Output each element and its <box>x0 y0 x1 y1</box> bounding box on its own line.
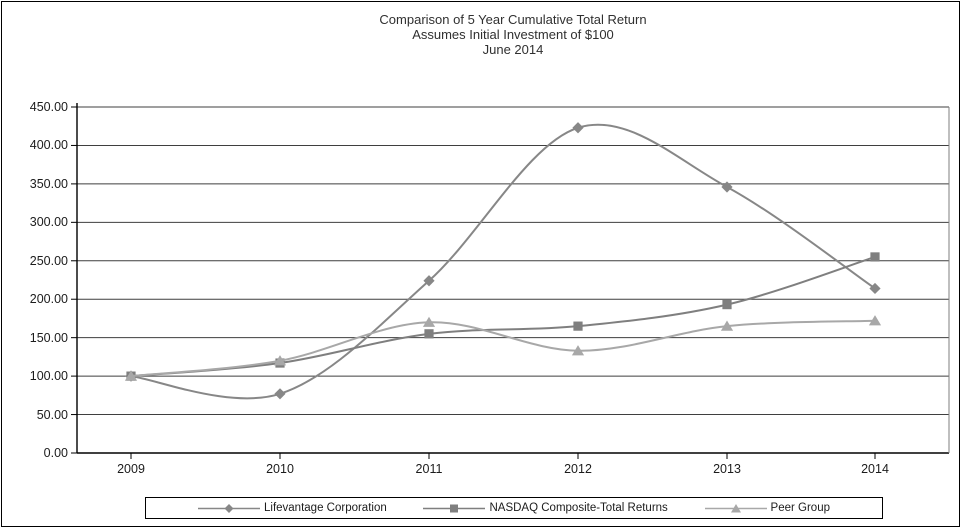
legend: Lifevantage Corporation NASDAQ Composite… <box>145 497 883 519</box>
chart-title: Comparison of 5 Year Cumulative Total Re… <box>77 12 949 57</box>
y-tick-label: 450.00 <box>29 100 68 114</box>
series-marker-triangle <box>273 355 287 366</box>
chart-title-line3: June 2014 <box>482 42 544 57</box>
legend-item-lifevantage: Lifevantage Corporation <box>198 502 387 515</box>
legend-marker-triangle-icon <box>730 503 741 512</box>
legend-label-lifevantage: Lifevantage Corporation <box>264 502 387 514</box>
nasdaq-line-square-icon <box>423 504 486 512</box>
legend-label-peer-group: Peer Group <box>770 502 830 514</box>
y-tick-label: 400.00 <box>29 138 68 153</box>
legend-item-nasdaq: NASDAQ Composite-Total Returns <box>423 502 668 515</box>
series-marker-diamond <box>423 275 435 287</box>
series-marker-triangle <box>868 315 882 326</box>
y-tick-label: 350.00 <box>29 176 68 191</box>
lifevantage-line-diamond-icon <box>198 503 260 513</box>
series-marker-triangle <box>720 320 734 331</box>
chart-title-line1: Comparison of 5 Year Cumulative Total Re… <box>379 12 647 27</box>
series-marker-diamond <box>721 181 733 193</box>
series-marker-square <box>424 329 434 339</box>
series-marker-triangle <box>124 370 138 381</box>
series-marker-triangle <box>571 345 585 356</box>
legend-marker-diamond-icon <box>224 503 234 513</box>
x-tick-label: 2014 <box>861 462 889 476</box>
series-marker-diamond <box>572 122 584 134</box>
x-tick-label: 2013 <box>713 462 741 476</box>
series-line <box>130 123 876 400</box>
y-tick-label: 150.00 <box>29 330 68 345</box>
y-tick-label: 200.00 <box>29 292 68 307</box>
peer-group-line-triangle-icon <box>704 503 767 512</box>
y-tick-label: 100.00 <box>29 369 68 384</box>
series-marker-diamond <box>274 388 286 400</box>
series-marker-triangle <box>422 316 436 327</box>
series-marker-diamond <box>869 282 881 295</box>
x-tick-label: 2011 <box>415 462 443 476</box>
chart-title-line2: Assumes Initial Investment of $100 <box>412 27 614 42</box>
legend-item-peer-group: Peer Group <box>704 502 830 515</box>
series-marker-square <box>870 252 880 262</box>
x-tick-label: 2010 <box>266 462 294 476</box>
y-tick-label: 0.00 <box>43 446 68 460</box>
y-tick-label: 250.00 <box>29 253 68 268</box>
series-line <box>130 255 876 378</box>
series-marker-square <box>722 300 732 310</box>
y-tick-label: 300.00 <box>29 215 68 230</box>
legend-marker-square-icon <box>450 504 459 512</box>
legend-label-nasdaq: NASDAQ Composite-Total Returns <box>489 502 668 514</box>
y-tick-label: 50.00 <box>36 407 68 422</box>
x-tick-label: 2012 <box>564 462 592 476</box>
x-tick-label: 2009 <box>117 462 145 476</box>
series-marker-square <box>573 321 583 331</box>
series-line <box>130 319 876 378</box>
